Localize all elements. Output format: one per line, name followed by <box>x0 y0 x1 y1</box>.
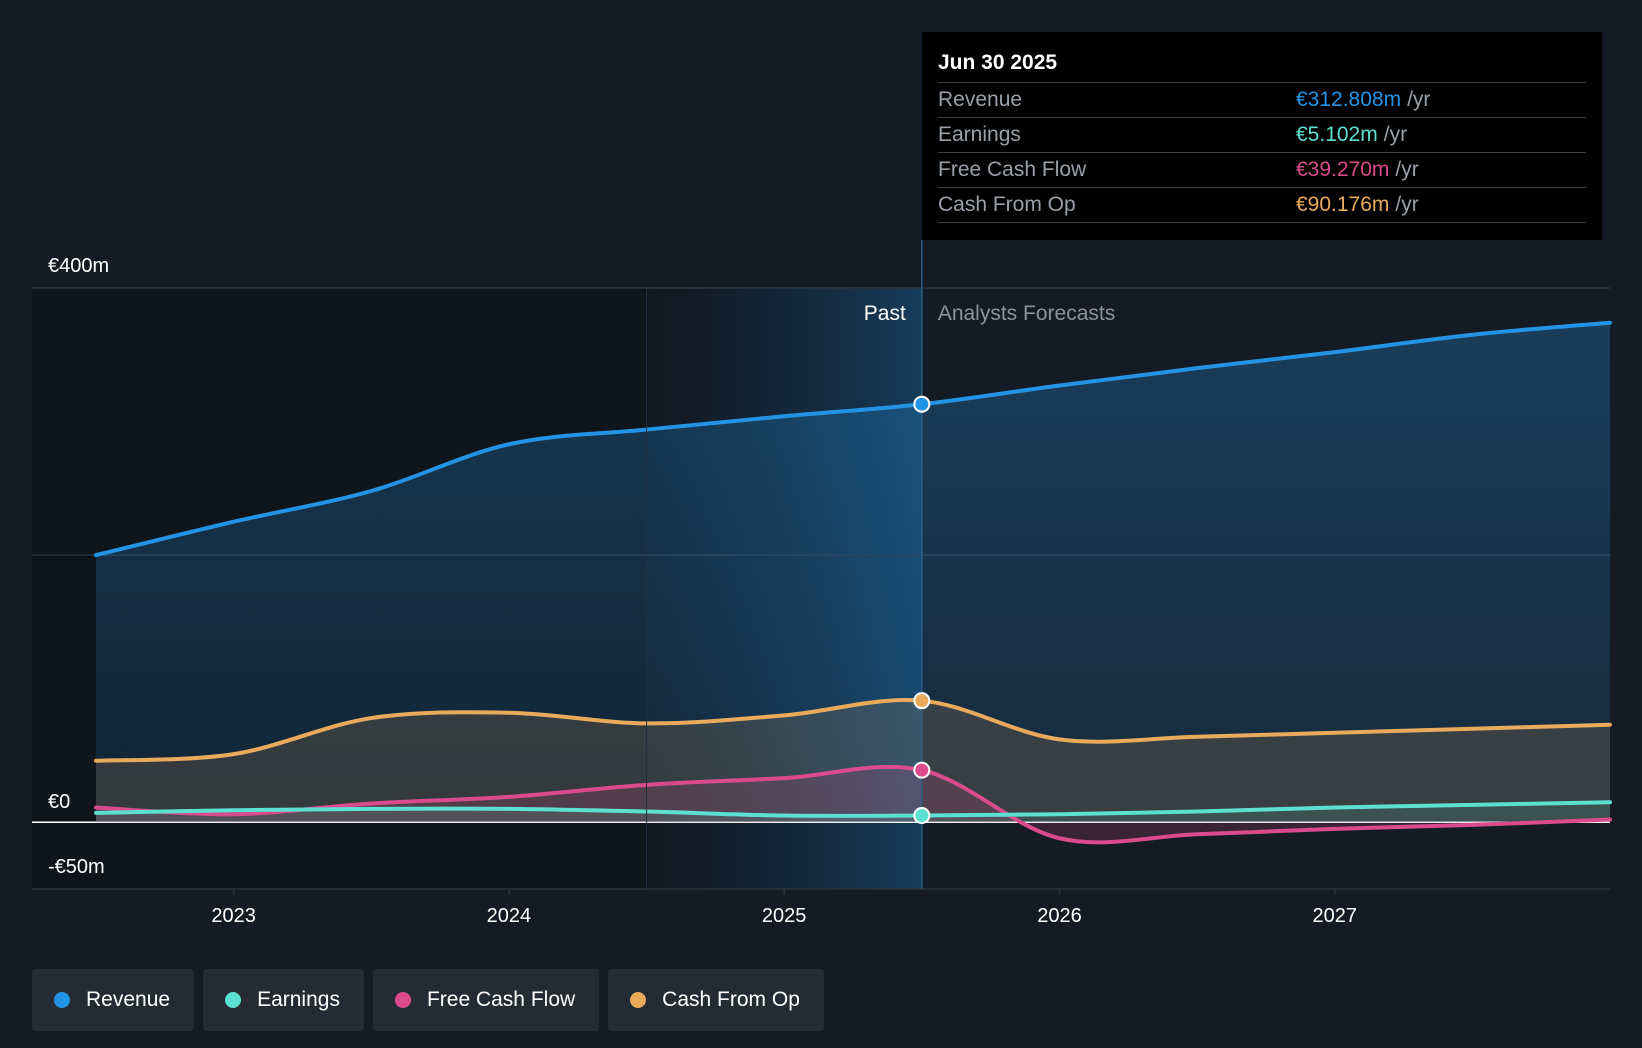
cash-from-op-dot-icon <box>630 992 647 1008</box>
free-cash-flow-area <box>96 766 1610 843</box>
earnings-dot-icon <box>225 992 242 1008</box>
legend-item-cash-from-op[interactable]: Cash From Op <box>608 969 824 1031</box>
x-axis-labels: 2023 2024 2025 2026 2027 <box>211 889 1357 927</box>
tooltip: Jun 30 2025 Revenue €312.808m/yr Earning… <box>922 32 1602 240</box>
x-tick-label: 2024 <box>487 905 532 927</box>
past-label: Past <box>864 302 906 325</box>
tooltip-row-revenue: Revenue €312.808m/yr <box>938 83 1586 118</box>
free-cash-flow-line <box>94 764 1612 845</box>
tooltip-row-cash-from-op: Cash From Op €90.176m/yr <box>938 188 1586 223</box>
tooltip-date: Jun 30 2025 <box>938 46 1586 83</box>
free-cash-flow-dot-icon <box>394 992 411 1008</box>
y-axis-labels: €400m €0 -€50m <box>48 255 109 878</box>
tooltip-value: €312.808m/yr <box>1296 88 1431 111</box>
cash-from-op-marker <box>913 692 931 710</box>
revenue-dot-icon <box>54 992 70 1008</box>
legend-label: Earnings <box>257 988 340 1011</box>
legend-label: Cash From Op <box>662 988 800 1011</box>
free-cash-flow-marker <box>913 761 931 779</box>
revenue-marker <box>913 395 931 413</box>
tooltip-label: Cash From Op <box>938 193 1076 216</box>
legend: Revenue Earnings Free Cash Flow Cash Fro… <box>32 969 824 1031</box>
y-tick-label: €0 <box>48 791 70 813</box>
analysts-forecasts-label: Analysts Forecasts <box>938 302 1115 325</box>
earnings-line <box>94 800 1612 818</box>
earnings-marker <box>913 807 931 825</box>
tooltip-value: €90.176m/yr <box>1296 193 1419 216</box>
tooltip-label: Free Cash Flow <box>938 158 1087 181</box>
tooltip-label: Earnings <box>938 123 1021 146</box>
tooltip-label: Revenue <box>938 88 1023 111</box>
x-tick-label: 2026 <box>1037 905 1082 927</box>
revenue-line <box>94 320 1612 558</box>
y-tick-label: €400m <box>48 255 109 277</box>
legend-item-revenue[interactable]: Revenue <box>32 969 195 1031</box>
earnings-area <box>96 802 1610 823</box>
tooltip-row-free-cash-flow: Free Cash Flow €39.270m/yr <box>938 153 1586 188</box>
y-tick-label: -€50m <box>48 856 105 878</box>
legend-item-earnings[interactable]: Earnings <box>203 969 364 1031</box>
revenue-area <box>96 322 1610 823</box>
legend-label: Free Cash Flow <box>426 988 576 1011</box>
series-areas <box>96 322 1610 843</box>
legend-item-free-cash-flow[interactable]: Free Cash Flow <box>372 969 600 1031</box>
x-tick-label: 2027 <box>1312 905 1357 927</box>
tooltip-value: €39.270m/yr <box>1296 158 1419 181</box>
series-lines <box>94 320 1612 845</box>
cash-from-op-area <box>96 700 1610 823</box>
x-tick-label: 2023 <box>211 905 256 927</box>
tooltip-row-earnings: Earnings €5.102m/yr <box>938 118 1586 153</box>
x-tick-label: 2025 <box>762 905 807 927</box>
legend-label: Revenue <box>86 988 171 1011</box>
tooltip-value: €5.102m/yr <box>1296 123 1408 146</box>
cash-from-op-line <box>94 698 1612 763</box>
highlight-markers <box>913 395 931 825</box>
